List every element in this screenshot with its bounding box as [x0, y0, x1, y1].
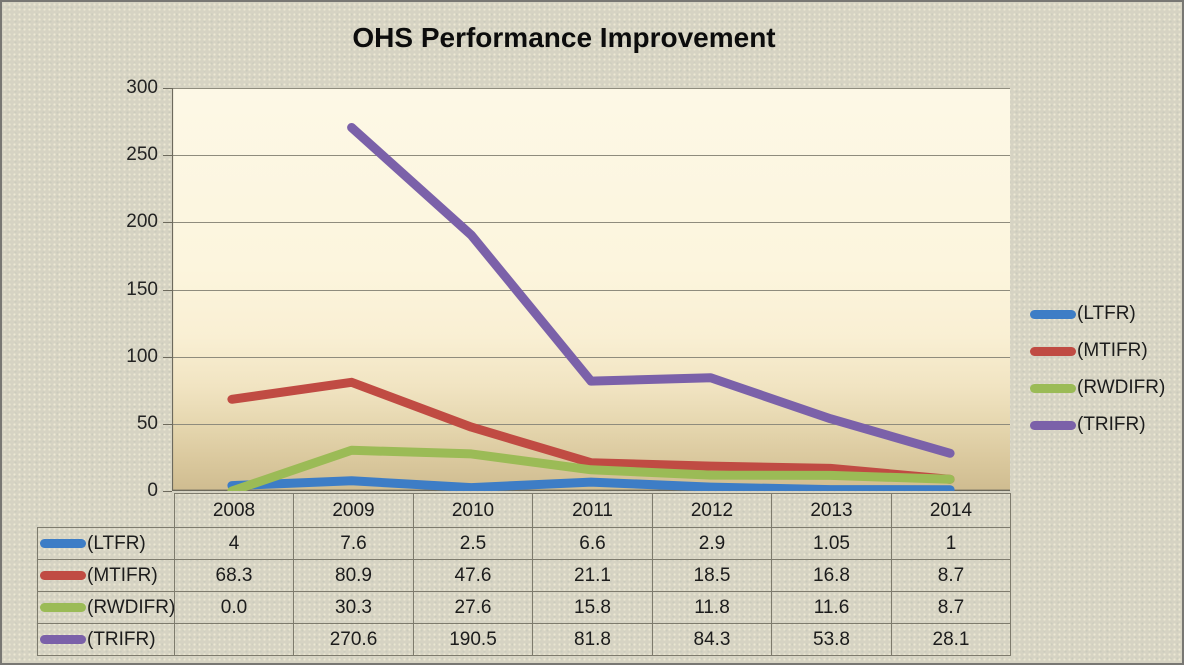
y-axis-tick-mark [163, 222, 172, 223]
table-value-cell: 18.5 [652, 559, 772, 592]
series-name-label: (RWDIFR) [87, 596, 175, 618]
table-value-cell: 4 [174, 527, 294, 560]
table-year-cell: 2011 [532, 493, 653, 528]
table-value-cell: 11.6 [771, 591, 892, 624]
series-name-label: (LTFR) [87, 532, 146, 554]
table-value-cell: 15.8 [532, 591, 653, 624]
series-line-marker [40, 539, 86, 548]
series-name-label: (TRIFR) [87, 628, 156, 650]
legend-label: (TRIFR) [1077, 414, 1146, 435]
legend-label: (LTFR) [1077, 303, 1136, 324]
series-line-marker [40, 635, 86, 644]
legend-item-mtifr[interactable]: (MTIFR) [1030, 338, 1148, 364]
legend-item-trifr[interactable]: (TRIFR) [1030, 412, 1146, 438]
series-name-label: (MTIFR) [87, 564, 158, 586]
table-value-cell: 27.6 [413, 591, 533, 624]
table-value-cell: 11.8 [652, 591, 772, 624]
y-axis-tick-label: 50 [136, 412, 158, 434]
table-corner-cell [38, 494, 175, 528]
table-value-cell: 80.9 [293, 559, 414, 592]
legend-label: (RWDIFR) [1077, 377, 1166, 398]
legend-item-rwdifr[interactable]: (RWDIFR) [1030, 375, 1165, 401]
legend-line-marker [1030, 346, 1076, 356]
legend-line-marker [1030, 383, 1076, 393]
series-line-rwdifr[interactable] [227, 445, 955, 491]
table-value-cell: 47.6 [413, 559, 533, 592]
table-value-cell: 2.5 [413, 527, 533, 560]
y-axis-tick-label: 250 [126, 144, 158, 166]
y-axis-tick-mark [163, 88, 172, 89]
table-row-rwdifr: (RWDIFR) 0.0 30.3 27.6 15.8 11.8 11.6 8.7 [37, 591, 1011, 624]
series-line-marker [40, 571, 86, 580]
legend-label: (MTIFR) [1077, 340, 1148, 361]
y-axis-tick-mark [163, 491, 172, 492]
table-year-cell: 2009 [293, 493, 414, 528]
series-line-trifr[interactable] [347, 123, 955, 458]
table-value-cell: 28.1 [891, 623, 1011, 656]
table-value-cell: 8.7 [891, 559, 1011, 592]
y-axis-tick-mark [163, 424, 172, 425]
table-value-cell: 53.8 [771, 623, 892, 656]
y-axis-tick-label: 100 [126, 345, 158, 367]
y-axis-tick-label: 200 [126, 211, 158, 233]
table-year-row: 2008 2009 2010 2011 2012 2013 2014 [38, 493, 1011, 528]
table-value-cell: 6.6 [532, 527, 653, 560]
chart-canvas[interactable] [172, 88, 1010, 491]
table-value-cell: 1 [891, 527, 1011, 560]
legend-line-marker [1030, 420, 1076, 430]
table-value-cell: 16.8 [771, 559, 892, 592]
table-row-trifr: (TRIFR) 270.6 190.5 81.8 84.3 53.8 28.1 [37, 623, 1011, 656]
table-value-cell: 68.3 [174, 559, 294, 592]
table-value-cell: 0.0 [174, 591, 294, 624]
table-value-cell: 270.6 [293, 623, 414, 656]
series-line-mtifr[interactable] [227, 377, 955, 484]
chart-data-table: 2008 2009 2010 2011 2012 2013 2014 (LTFR) 4 7.6 2.… [37, 493, 1011, 656]
table-value-cell: 21.1 [532, 559, 653, 592]
table-value-cell: 2.9 [652, 527, 772, 560]
series-line-ltfr[interactable] [227, 476, 955, 491]
table-value-cell [174, 623, 294, 656]
table-value-cell: 7.6 [293, 527, 414, 560]
table-series-label-cell: (LTFR) [37, 527, 175, 560]
table-series-label-cell: (TRIFR) [37, 623, 175, 656]
plot-area[interactable] [172, 88, 1010, 491]
table-year-cell: 2008 [174, 493, 294, 528]
table-year-cell: 2013 [771, 493, 892, 528]
table-value-cell: 8.7 [891, 591, 1011, 624]
table-value-cell: 1.05 [771, 527, 892, 560]
table-year-cell: 2010 [413, 493, 533, 528]
table-row-ltfr: (LTFR) 4 7.6 2.5 6.6 2.9 1.05 1 [37, 527, 1011, 560]
table-value-cell: 81.8 [532, 623, 653, 656]
y-axis-tick-label: 0 [147, 480, 158, 501]
table-year-cell: 2014 [891, 493, 1011, 528]
series-line-marker [40, 603, 86, 612]
chart-title: OHS Performance Improvement [352, 22, 776, 53]
table-value-cell: 30.3 [293, 591, 414, 624]
table-value-cell: 84.3 [652, 623, 772, 656]
table-value-cell: 190.5 [413, 623, 533, 656]
table-series-label-cell: (MTIFR) [37, 559, 175, 592]
y-axis-tick-label: 150 [126, 278, 158, 300]
table-series-label-cell: (RWDIFR) [37, 591, 175, 624]
table-year-cell: 2012 [652, 493, 772, 528]
legend-line-marker [1030, 309, 1076, 319]
legend-item-ltfr[interactable]: (LTFR) [1030, 301, 1136, 327]
y-axis-tick-label: 300 [126, 77, 158, 98]
table-row-mtifr: (MTIFR) 68.3 80.9 47.6 21.1 18.5 16.8 8.7 [37, 559, 1011, 592]
y-axis-tick-mark [163, 155, 172, 156]
y-axis-tick-mark [163, 357, 172, 358]
y-axis-tick-mark [163, 290, 172, 291]
